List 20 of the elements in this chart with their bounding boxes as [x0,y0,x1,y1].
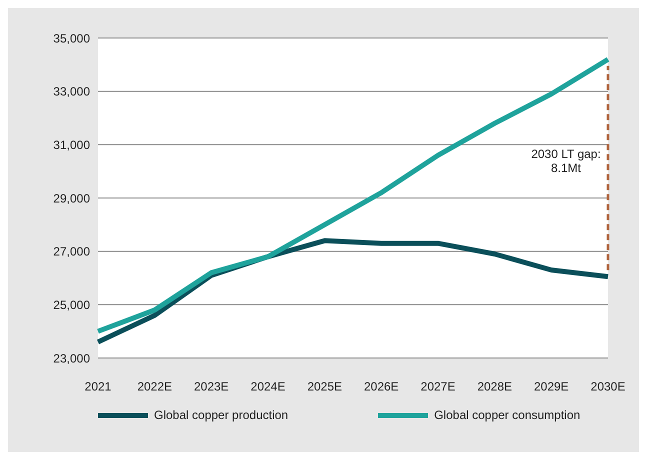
x-tick-label: 2030E [590,380,626,394]
y-tick-label: 25,000 [53,298,90,312]
y-tick-label: 27,000 [53,244,90,259]
y-tick-label: 29,000 [53,191,90,206]
y-tick-label: 31,000 [53,138,90,152]
ref-line-label: 2030 LT gap: 8.1Mt [531,146,601,175]
y-tick-label: 35,000 [53,31,90,46]
x-tick-label: 2029E [534,380,569,394]
x-tick-label: 2026E [364,380,399,394]
x-tick-label: 2024E [250,380,286,394]
y-tick-label: 33,000 [53,84,90,99]
x-tick-label: 2028E [477,380,512,394]
x-tick-label: 2023E [194,380,229,394]
x-tick-label: 2022E [137,380,172,394]
y-tick-label: 23,000 [53,351,90,366]
legend-label: Global copper consumption [434,408,580,422]
x-tick-label: 2021 [84,380,112,394]
legend-label: Global copper production [154,408,288,422]
x-tick-label: 2027E [420,380,456,394]
x-tick-label: 2025E [307,380,342,394]
